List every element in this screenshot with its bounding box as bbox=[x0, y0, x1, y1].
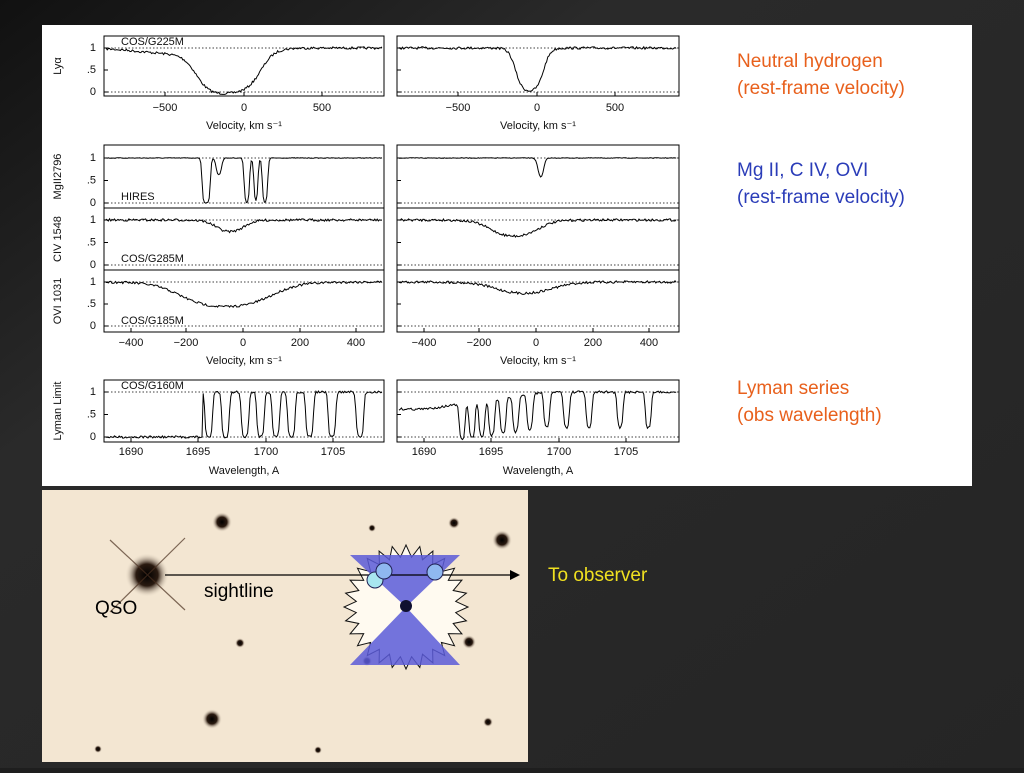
instrument-label: COS/G285M bbox=[121, 253, 184, 265]
y-tick-label: 0 bbox=[90, 320, 96, 332]
x-tick-label: 1705 bbox=[321, 446, 345, 458]
y-tick-label: .5 bbox=[87, 174, 96, 186]
x-tick-label: −200 bbox=[174, 337, 199, 349]
sky-image: QSO sightline bbox=[42, 490, 528, 762]
x-axis-label: Velocity, km s⁻¹ bbox=[206, 120, 282, 132]
x-tick-label: 0 bbox=[240, 337, 246, 349]
y-axis-label: OVI 1031 bbox=[52, 278, 64, 324]
spectrum-line bbox=[398, 390, 677, 441]
y-tick-label: .5 bbox=[87, 408, 96, 420]
y-tick-label: 1 bbox=[90, 276, 96, 288]
x-tick-label: 0 bbox=[534, 102, 540, 114]
x-tick-label: 400 bbox=[347, 337, 365, 349]
x-axis-label: Velocity, km s⁻¹ bbox=[500, 120, 576, 132]
x-tick-label: 500 bbox=[313, 102, 331, 114]
spectrum-line bbox=[398, 217, 677, 238]
instrument-label: COS/G185M bbox=[121, 315, 184, 327]
y-tick-label: 1 bbox=[90, 42, 96, 54]
plot-frame bbox=[396, 35, 680, 97]
observer-label: To observer bbox=[548, 565, 648, 586]
plot-frame bbox=[103, 379, 385, 443]
annotation-text: Lyman series bbox=[737, 378, 849, 399]
annotation-text: (rest-frame velocity) bbox=[737, 78, 905, 99]
spectrum-line bbox=[105, 217, 383, 234]
spectrum-line bbox=[398, 279, 677, 295]
y-tick-label: 0 bbox=[90, 197, 96, 209]
x-tick-label: 1690 bbox=[119, 446, 143, 458]
y-tick-label: 0 bbox=[90, 259, 96, 271]
x-tick-label: 200 bbox=[291, 337, 309, 349]
sightline-label: sightline bbox=[204, 581, 274, 602]
x-tick-label: 1690 bbox=[412, 446, 436, 458]
annotation-text: Neutral hydrogen bbox=[737, 51, 883, 72]
x-axis-label: Wavelength, A bbox=[209, 465, 280, 477]
x-tick-label: 0 bbox=[241, 102, 247, 114]
annotation-text: (rest-frame velocity) bbox=[737, 187, 905, 208]
spectra-figure: 1 .5 0 COS/G225M Lyα 1 .5 0 HIRES MgII2796 1 .5 0 COS… bbox=[52, 35, 680, 477]
y-tick-label: 0 bbox=[90, 86, 96, 98]
x-tick-label: 400 bbox=[640, 337, 658, 349]
x-tick-label: 200 bbox=[584, 337, 602, 349]
instrument-label: COS/G160M bbox=[121, 380, 184, 392]
y-tick-label: .5 bbox=[87, 236, 96, 248]
annotations: Neutral hydrogen (rest-frame velocity) Mg … bbox=[737, 51, 905, 426]
x-tick-label: 1695 bbox=[479, 446, 503, 458]
annotation-text: (obs wavelength) bbox=[737, 405, 882, 426]
x-tick-label: −500 bbox=[153, 102, 178, 114]
y-axis-label: Lyman Limit bbox=[52, 382, 64, 441]
instrument-label: COS/G225M bbox=[121, 36, 184, 48]
y-tick-label: 1 bbox=[90, 386, 96, 398]
x-axis-label: Velocity, km s⁻¹ bbox=[500, 355, 576, 367]
x-tick-label: −400 bbox=[119, 337, 144, 349]
plot-frame bbox=[396, 379, 680, 443]
y-tick-label: .5 bbox=[87, 64, 96, 76]
y-tick-label: 1 bbox=[90, 214, 96, 226]
y-tick-label: 0 bbox=[90, 431, 96, 443]
annotation-text: Mg II, C IV, OVI bbox=[737, 160, 868, 181]
y-tick-label: .5 bbox=[87, 298, 96, 310]
spectrum-line bbox=[105, 157, 383, 204]
x-tick-label: 500 bbox=[606, 102, 624, 114]
x-tick-label: 1695 bbox=[186, 446, 210, 458]
y-tick-label: 1 bbox=[90, 152, 96, 164]
instrument-label: HIRES bbox=[121, 191, 155, 203]
y-axis-label: CIV 1548 bbox=[52, 216, 64, 262]
y-axis-label: Lyα bbox=[52, 57, 64, 75]
spectrum-line bbox=[105, 45, 383, 95]
plot-frame bbox=[396, 269, 680, 333]
x-tick-label: −500 bbox=[446, 102, 471, 114]
plot-frame bbox=[103, 269, 385, 333]
x-tick-label: 1700 bbox=[254, 446, 278, 458]
x-axis-label: Velocity, km s⁻¹ bbox=[206, 355, 282, 367]
spectrum-line bbox=[105, 390, 383, 439]
spectrum-line bbox=[398, 157, 677, 178]
x-tick-label: 1700 bbox=[547, 446, 571, 458]
x-tick-label: −400 bbox=[412, 337, 437, 349]
qso-label: QSO bbox=[95, 598, 137, 619]
spectrum-line bbox=[398, 45, 677, 92]
y-axis-label: MgII2796 bbox=[52, 154, 64, 200]
spectrum-line bbox=[105, 280, 383, 308]
x-axis-label: Wavelength, A bbox=[503, 465, 574, 477]
x-tick-label: 1705 bbox=[614, 446, 638, 458]
x-tick-label: 0 bbox=[533, 337, 539, 349]
x-tick-label: −200 bbox=[467, 337, 492, 349]
